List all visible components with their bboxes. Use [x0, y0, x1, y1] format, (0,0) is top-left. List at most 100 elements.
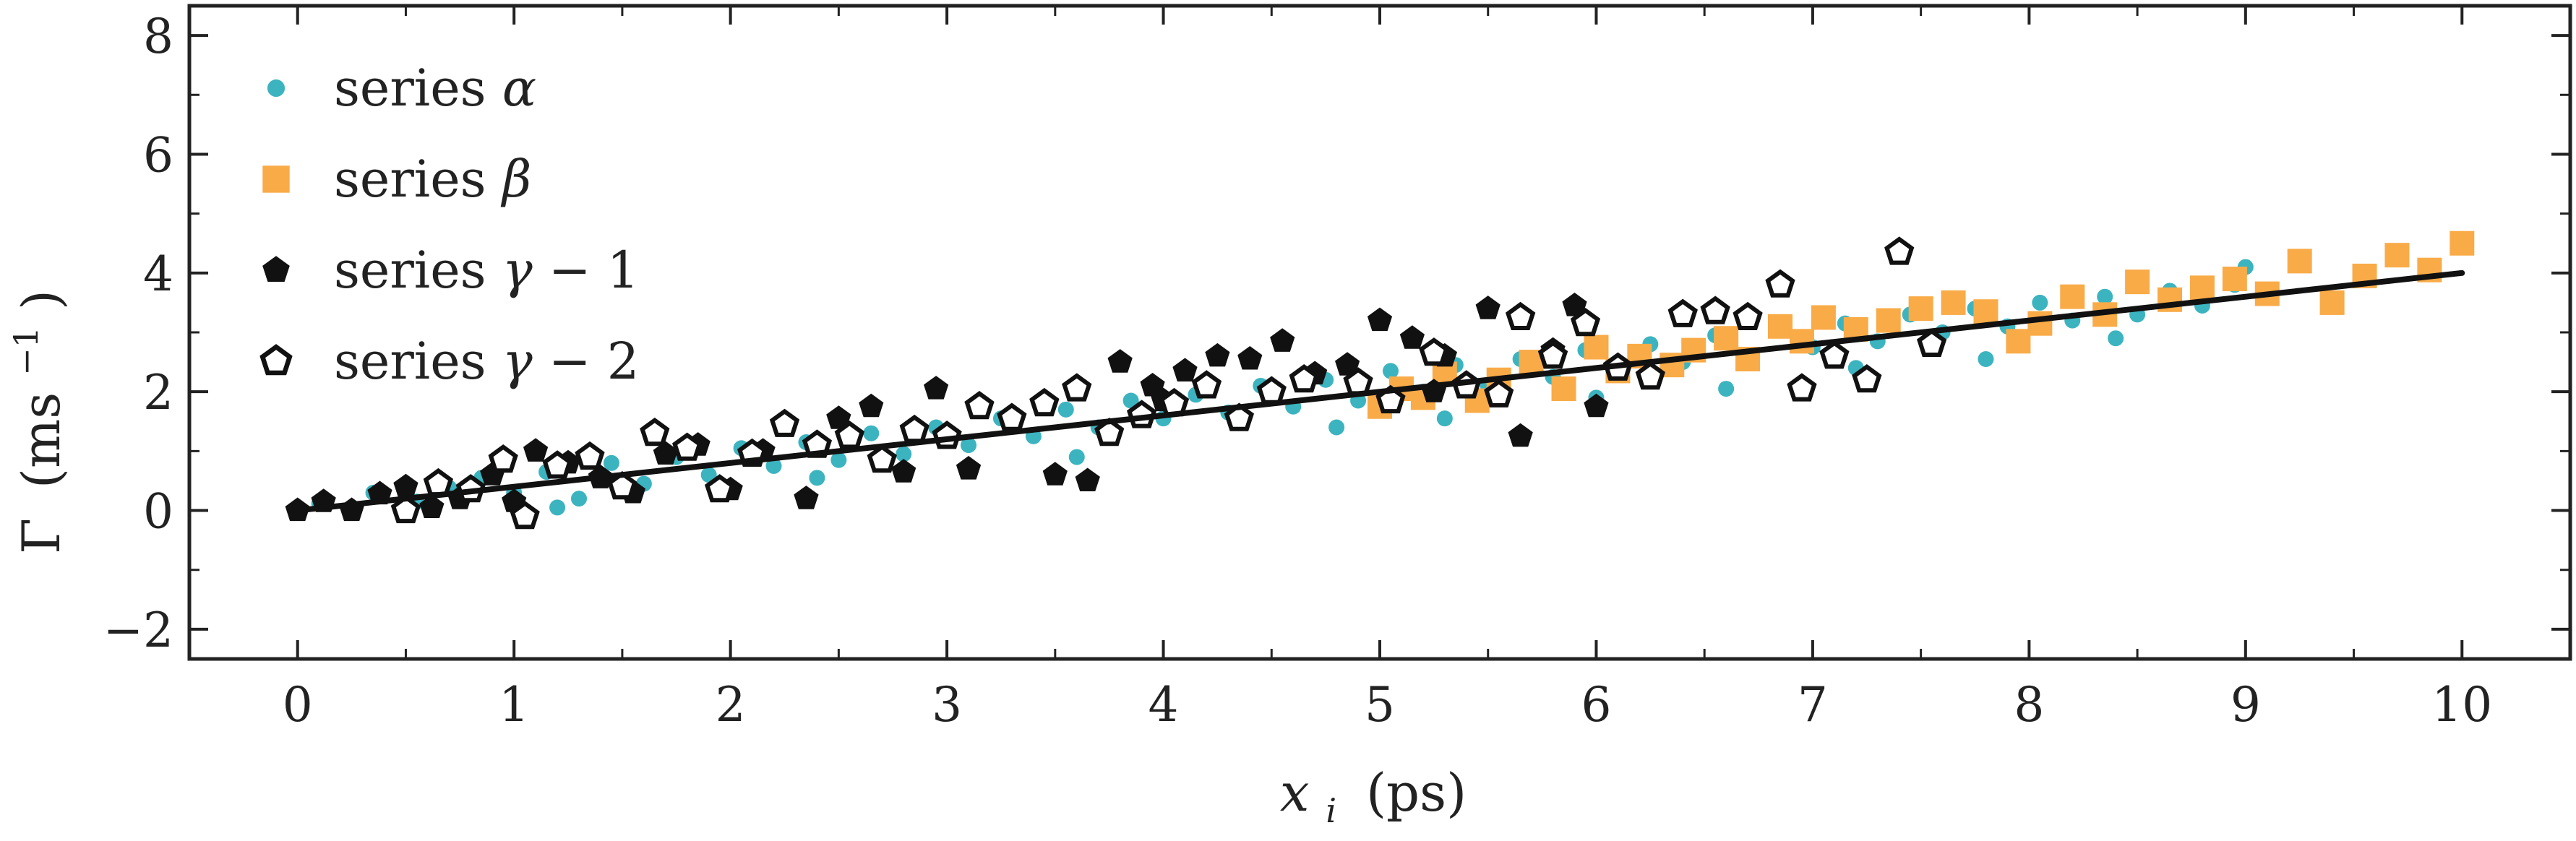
series-3-point — [1562, 293, 1587, 316]
series-1-point — [571, 491, 588, 507]
series-4-point — [1289, 363, 1319, 393]
series-4-point — [1819, 340, 1850, 369]
series-1-point — [1057, 401, 1074, 418]
series-3-point — [859, 393, 884, 418]
legend-label-prefix: series — [334, 241, 502, 300]
series-4-point — [1765, 269, 1795, 298]
series-3-point — [1367, 307, 1393, 332]
series-1-point — [863, 425, 880, 441]
series-3-point — [956, 456, 982, 480]
series-2-point — [1584, 335, 1609, 360]
series-4-point — [1224, 402, 1255, 431]
legend-label-symbol: α — [502, 59, 536, 118]
series-4-point — [640, 417, 670, 447]
series-3-point — [924, 376, 949, 400]
series-3-point — [1172, 358, 1198, 381]
series-1-point — [1122, 392, 1139, 409]
x-axis-symbol: x — [1280, 762, 1310, 823]
series-2-point — [1811, 305, 1836, 330]
series-4-point — [1787, 373, 1817, 402]
legend-marker — [262, 256, 290, 282]
series-3-point — [1399, 325, 1425, 349]
series-3-point — [1237, 346, 1263, 370]
y-tick-label: 0 — [143, 484, 173, 540]
series-4-point — [704, 474, 735, 503]
legend-label-symbol: γ — [502, 332, 533, 391]
x-tick-label: 6 — [1581, 677, 1611, 733]
series-4-point — [1700, 296, 1730, 324]
series-4-point — [1537, 340, 1568, 369]
series-4-point — [899, 414, 929, 444]
x-tick-label: 8 — [2014, 677, 2044, 733]
series-2-point — [1908, 296, 1933, 322]
x-tick-label: 1 — [499, 677, 529, 733]
series-2-point — [2287, 249, 2312, 274]
y-tick-label: 8 — [143, 9, 173, 64]
series-1-point — [700, 467, 717, 483]
series-2-point — [2189, 275, 2215, 301]
series-3-point — [891, 459, 916, 483]
series-2-point — [1876, 308, 1901, 333]
legend-item: series β — [262, 150, 531, 209]
legend-item: series γ − 2 — [259, 332, 639, 391]
series-4-point — [1419, 337, 1449, 366]
series-4-point — [607, 470, 637, 500]
series-3-point — [393, 473, 418, 498]
series-1-point — [1068, 449, 1085, 465]
y-axis-unit-close: ) — [11, 290, 72, 310]
y-tick-label: 4 — [143, 246, 173, 302]
series-2-point — [1767, 314, 1793, 339]
series-4-point — [834, 420, 865, 449]
series-3-point — [1475, 296, 1500, 319]
y-tick-label: −2 — [103, 603, 173, 658]
legend-label-suffix: − 2 — [533, 332, 640, 391]
series-4-point — [1570, 307, 1601, 337]
series-1-point — [896, 446, 912, 462]
series-4-point — [1484, 379, 1514, 407]
series-4-point — [1505, 301, 1536, 330]
series-3-point — [1042, 462, 1068, 486]
series-2-point — [2319, 290, 2345, 315]
series-1-point — [2032, 294, 2048, 311]
x-axis-title: x i (ps) — [1280, 762, 1467, 834]
series-3-point — [1584, 393, 1609, 418]
series-4-point — [423, 467, 454, 497]
legend-marker — [262, 165, 290, 193]
x-tick-label: 0 — [283, 677, 313, 733]
series-3-point — [1508, 423, 1533, 447]
legend-label-prefix: series — [334, 332, 502, 391]
series-2-point — [1551, 376, 1576, 402]
series-3-point — [1107, 349, 1133, 373]
series-4-point — [769, 408, 800, 437]
series-4-point — [1635, 361, 1665, 390]
series-2-group — [1368, 230, 2475, 419]
series-4-point — [1733, 301, 1763, 330]
x-tick-label: 2 — [716, 677, 746, 733]
y-axis-unit-open: (ms — [11, 392, 72, 488]
series-1-point — [549, 499, 566, 516]
series-1-point — [809, 470, 825, 486]
series-4-point — [672, 432, 703, 461]
legend-label: series α — [334, 59, 536, 118]
series-2-point — [1973, 299, 1998, 324]
series-1-point — [961, 437, 977, 454]
series-3-point — [419, 494, 445, 518]
legend-item: series α — [267, 59, 536, 118]
series-4-point — [575, 441, 605, 470]
series-2-point — [2384, 243, 2410, 268]
legend-item: series γ − 1 — [262, 241, 639, 300]
legend-marker — [267, 79, 285, 98]
series-4-point — [390, 494, 421, 524]
legend-label: series γ − 2 — [334, 332, 639, 391]
legend-label-prefix: series — [334, 150, 502, 209]
series-2-point — [2222, 267, 2247, 292]
series-1-point — [1436, 410, 1453, 427]
series-2-point — [2027, 311, 2053, 336]
legend-label: series γ − 1 — [334, 241, 639, 300]
series-4-point — [1916, 328, 1947, 357]
y-axis-unit-sup: −1 — [7, 327, 46, 376]
series-4-point — [1062, 373, 1092, 402]
fit-line — [294, 269, 2465, 514]
